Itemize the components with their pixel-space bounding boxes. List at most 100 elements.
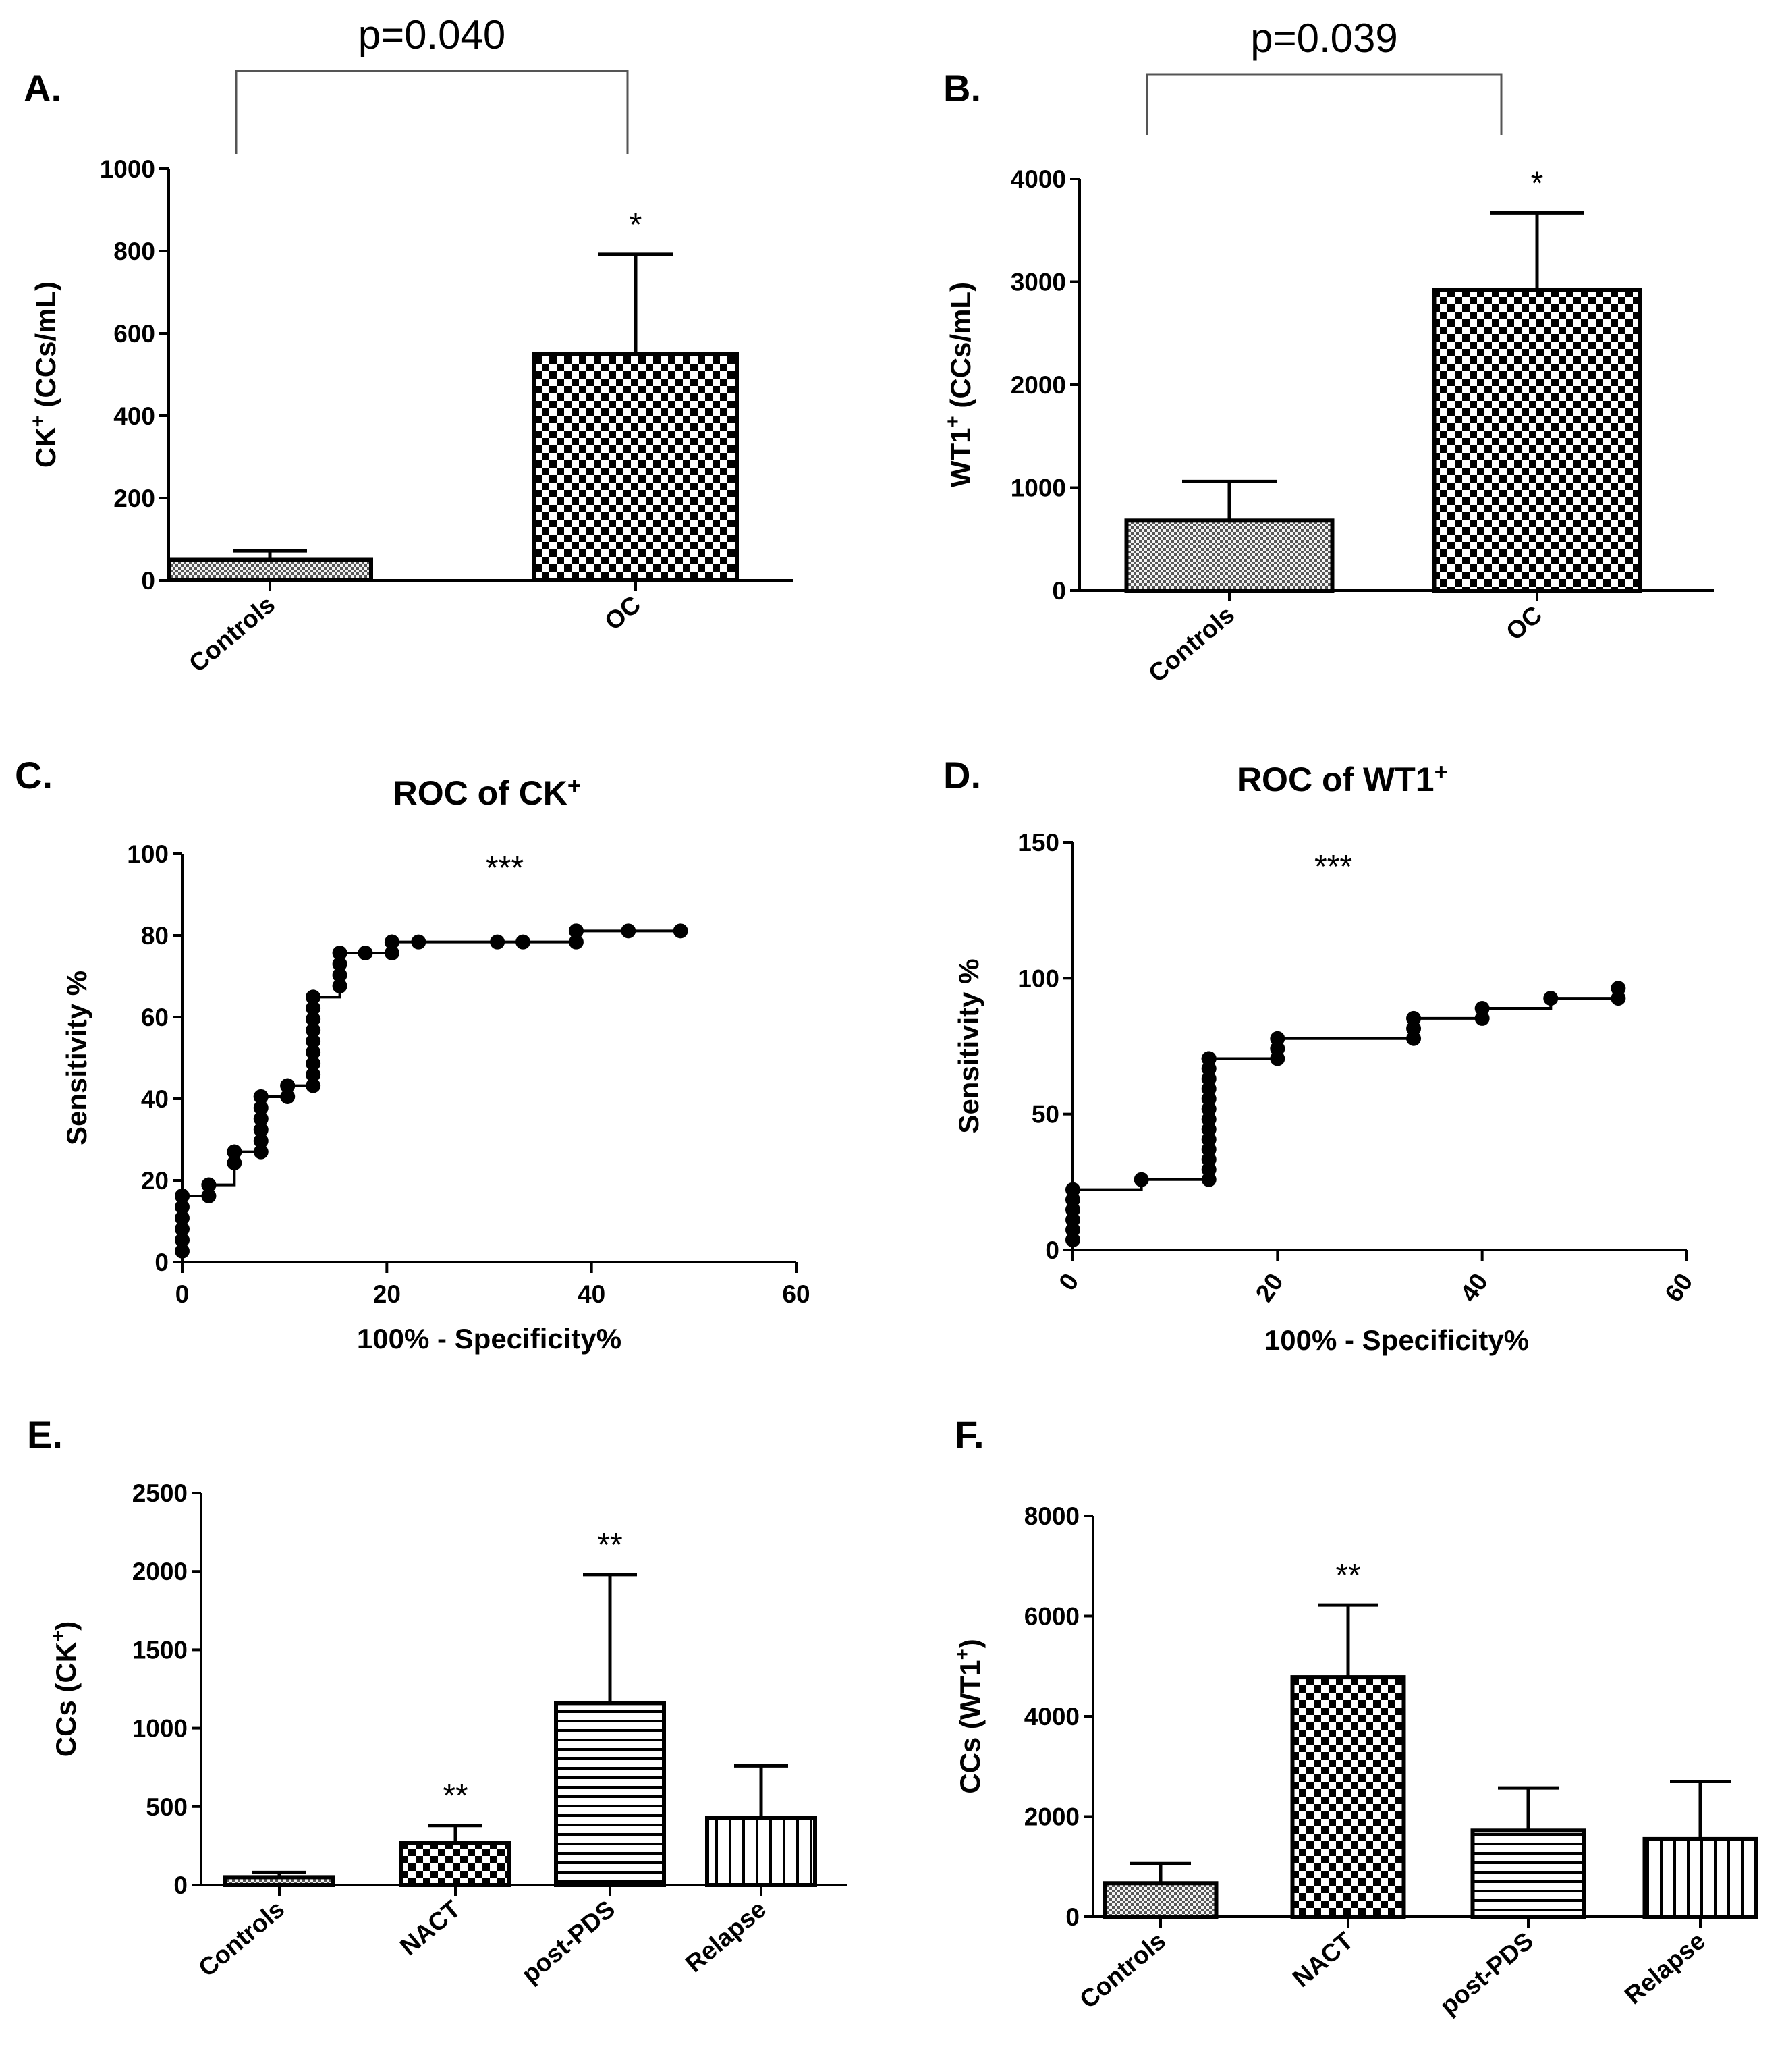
roc-data-point	[253, 1122, 269, 1137]
roc-data-point	[253, 1089, 269, 1104]
roc-data-point	[332, 946, 347, 961]
roc-data-point	[253, 1111, 269, 1126]
roc-data-point	[227, 1144, 242, 1160]
roc-data-point	[175, 1243, 190, 1259]
y-tick-label: 0	[141, 567, 155, 595]
significance-stars: *	[630, 207, 642, 243]
y-tick-label: 80	[141, 922, 169, 950]
roc-data-point	[332, 967, 347, 983]
significance-stars: **	[1335, 1558, 1360, 1593]
bar	[399, 1841, 511, 1887]
significance-stars: **	[597, 1527, 622, 1563]
roc-data-point	[306, 1033, 321, 1049]
y-axis-title: CCs (WT1+)	[951, 1639, 986, 1794]
roc-data-point	[673, 923, 688, 939]
y-axis-title: CCs (CK+)	[47, 1621, 82, 1757]
bar	[532, 352, 739, 582]
x-tick-label: OC	[599, 591, 646, 636]
roc-data-point	[1201, 1051, 1217, 1066]
roc-data-point	[1611, 981, 1626, 996]
y-tick-label: 0	[1065, 1903, 1080, 1931]
bar	[1290, 1675, 1406, 1919]
x-tick-label: 60	[782, 1280, 810, 1308]
panel-label-a: A.	[24, 67, 61, 109]
x-tick-label: 0	[175, 1280, 190, 1308]
chart-panel-d: 0 50 100 150 0 20 40 60 100% - Specificity% Sensi…	[953, 759, 1698, 1356]
bar	[1432, 288, 1642, 593]
roc-data-point	[175, 1210, 190, 1226]
bar	[1124, 518, 1335, 593]
x-tick-label: 20	[1250, 1268, 1289, 1307]
x-tick-label: Controls	[1143, 601, 1239, 688]
bar	[167, 557, 373, 582]
x-tick-label: 20	[373, 1280, 401, 1308]
p-value-label: p=0.039	[1250, 16, 1398, 61]
y-tick-label: 2000	[1024, 1803, 1080, 1831]
y-axis-title: WT1+ (CCs/mL)	[942, 282, 976, 487]
chart-panel-a: 0 200 400 600 800 1000 CK+ (CCs/mL) Controls OC *…	[27, 12, 793, 678]
roc-data-point	[515, 934, 531, 950]
roc-data-point	[201, 1188, 217, 1203]
x-tick-label: Controls	[1074, 1927, 1171, 2014]
roc-data-point	[175, 1232, 190, 1248]
x-tick-label: Relapse	[1619, 1927, 1710, 2010]
roc-data-point	[411, 934, 426, 950]
y-tick-label: 8000	[1024, 1502, 1080, 1530]
panel-label-e: E.	[27, 1413, 63, 1456]
x-axis-title: 100% - Specificity%	[1264, 1324, 1529, 1356]
bar	[1470, 1828, 1586, 1919]
y-axis-title: Sensitivity %	[61, 971, 92, 1145]
y-tick-label: 50	[1032, 1101, 1059, 1128]
bar	[554, 1701, 666, 1888]
roc-data-point	[358, 946, 373, 961]
y-tick-label: 1000	[132, 1715, 188, 1743]
x-tick-label: post-PDS	[1434, 1927, 1538, 2020]
x-tick-label: 40	[578, 1280, 605, 1308]
panel-label-d: D.	[943, 754, 981, 796]
chart-panel-f: 0 2000 4000 6000 8000 CCs (WT1+) Controls NACT *…	[951, 1502, 1758, 2020]
roc-data-point	[1474, 1001, 1490, 1016]
roc-data-point	[332, 979, 347, 994]
y-tick-label: 0	[1045, 1236, 1059, 1264]
p-value-bracket	[235, 70, 629, 154]
y-tick-label: 20	[141, 1167, 169, 1195]
roc-data-point	[568, 934, 584, 950]
y-tick-label: 4000	[1024, 1703, 1080, 1730]
x-tick-label: post-PDS	[516, 1895, 620, 1988]
y-axis-title: CK+ (CCs/mL)	[27, 281, 61, 468]
roc-data-point	[384, 934, 399, 950]
roc-data-point	[490, 934, 505, 950]
y-tick-label: 100	[1018, 964, 1059, 992]
bar	[1642, 1836, 1758, 1919]
y-tick-label: 2000	[132, 1558, 188, 1585]
x-tick-label: NACT	[1287, 1926, 1358, 1992]
bar	[705, 1816, 817, 1888]
roc-data-point	[201, 1177, 217, 1193]
p-value-bracket	[1146, 73, 1503, 135]
y-tick-label: 2000	[1011, 371, 1066, 399]
y-tick-label: 400	[113, 402, 155, 430]
y-tick-label: 0	[1052, 577, 1066, 605]
y-tick-label: 1000	[1011, 474, 1066, 502]
y-tick-label: 60	[141, 1004, 169, 1031]
y-tick-label: 500	[146, 1793, 188, 1821]
x-tick-label: 0	[1053, 1268, 1084, 1295]
chart-panel-c: 0 20 40 60 80 100 0 20 40 60 100% - Specificity% Se…	[61, 773, 810, 1355]
y-tick-label: 0	[155, 1249, 169, 1276]
y-tick-label: 800	[113, 238, 155, 265]
significance-stars: **	[443, 1778, 468, 1814]
y-tick-label: 1500	[132, 1636, 188, 1664]
y-tick-label: 3000	[1011, 269, 1066, 296]
x-axis-title: 100% - Specificity%	[357, 1323, 621, 1355]
roc-data-point	[1543, 991, 1559, 1006]
y-tick-label: 2500	[132, 1479, 188, 1507]
roc-data-point	[175, 1199, 190, 1215]
chart-panel-e: 0 500 1000 1500 2000 2500 CCs (CK+) Controls NAC…	[47, 1479, 847, 1988]
roc-data-point	[253, 1133, 269, 1149]
roc-data-point	[253, 1144, 269, 1160]
significance-stars: ***	[1314, 849, 1352, 885]
chart-title: ROC of CK+	[393, 773, 582, 812]
roc-data-point	[621, 923, 636, 939]
roc-data-point	[306, 1000, 321, 1016]
significance-stars: *	[1531, 165, 1544, 201]
